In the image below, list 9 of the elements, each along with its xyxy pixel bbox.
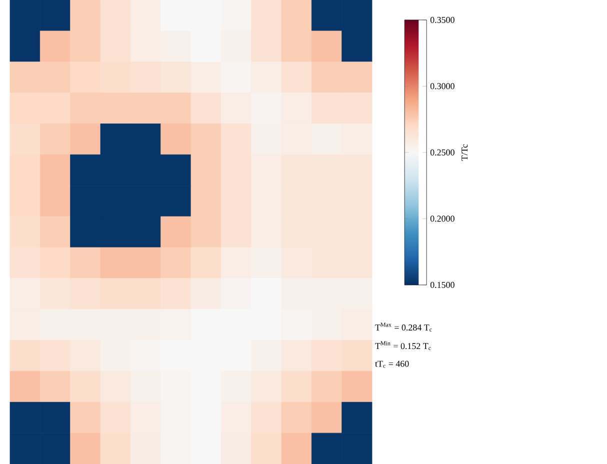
color-bar-label: 0.3000 — [430, 83, 454, 90]
color-bar-label: 0.1500 — [430, 282, 454, 288]
color-bar-title: T/Tc — [462, 144, 468, 161]
text: T$^{Max}$ = 0.284 T$_{c}$ — [375, 322, 432, 332]
color-bar-label: 0.3500 — [430, 16, 454, 23]
color-bar-label: 0.2500 — [430, 149, 454, 156]
color-bar-label: 0.2000 — [430, 216, 454, 222]
text: tT$_{c}$ = 460 — [375, 360, 409, 368]
text: T$^{Min}$ = 0.152 T$_{c}$ — [375, 341, 431, 350]
